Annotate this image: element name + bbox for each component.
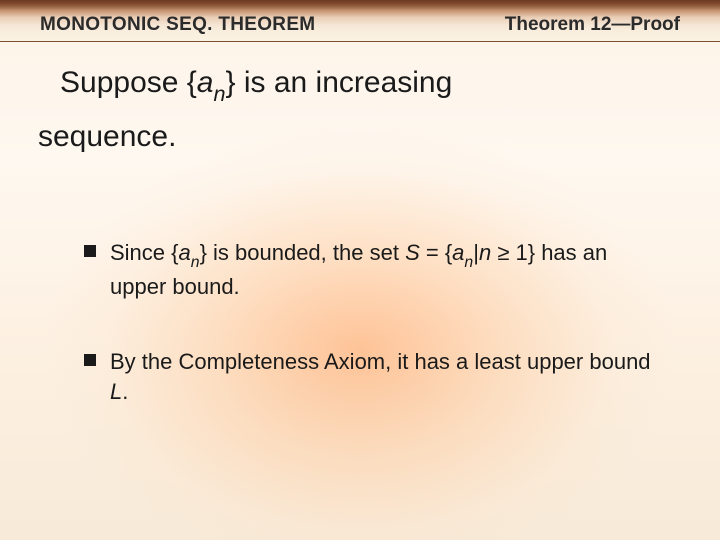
b2-L: L: [110, 379, 122, 404]
bullet-list: Since {an} is bounded, the set S = {an|n…: [84, 238, 660, 453]
suppose-prefix: Suppose {: [60, 66, 197, 99]
b1-var2: a: [452, 240, 464, 265]
seq-variable: a: [197, 66, 214, 99]
b1-mid1: } is bounded, the set: [200, 240, 406, 265]
bullet-marker-icon: [84, 245, 96, 257]
bullet-item: By the Completeness Axiom, it has a leas…: [84, 347, 660, 406]
b1-pre: Since {: [110, 240, 179, 265]
b1-sub2: n: [464, 254, 473, 271]
b1-setS: S: [405, 240, 420, 265]
b2-post: .: [122, 379, 128, 404]
body-text: Suppose {an} is an increasing sequence.: [60, 60, 670, 161]
suppose-suffix: } is an increasing: [226, 66, 453, 99]
b2-pre: By the Completeness Axiom, it has a leas…: [110, 349, 651, 374]
header-row: MONOTONIC SEQ. THEOREM Theorem 12—Proof: [40, 14, 680, 36]
seq-subscript: n: [213, 81, 225, 106]
bullet-text: Since {an} is bounded, the set S = {an|n…: [110, 238, 660, 301]
b1-eq: = {: [420, 240, 452, 265]
bullet-item: Since {an} is bounded, the set S = {an|n…: [84, 238, 660, 301]
b1-nvar: n: [479, 240, 491, 265]
slide-section-title: MONOTONIC SEQ. THEOREM: [40, 14, 315, 36]
b1-var1: a: [179, 240, 191, 265]
slide-theorem-label: Theorem 12—Proof: [505, 14, 680, 36]
bullet-text: By the Completeness Axiom, it has a leas…: [110, 347, 660, 406]
b1-sub1: n: [191, 254, 200, 271]
bullet-marker-icon: [84, 354, 96, 366]
slide: MONOTONIC SEQ. THEOREM Theorem 12—Proof …: [0, 0, 720, 540]
body-line-1: Suppose {an} is an increasing: [60, 60, 670, 108]
body-line-2: sequence.: [38, 114, 670, 161]
